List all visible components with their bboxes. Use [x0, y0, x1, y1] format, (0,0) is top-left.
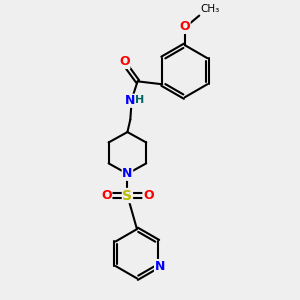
Text: O: O	[143, 189, 154, 202]
Text: O: O	[179, 20, 190, 33]
Text: N: N	[122, 167, 133, 180]
Text: O: O	[101, 189, 112, 202]
Text: O: O	[119, 56, 130, 68]
Text: N: N	[125, 94, 136, 107]
Text: N: N	[154, 260, 165, 273]
Text: CH₃: CH₃	[201, 4, 220, 14]
Text: S: S	[122, 188, 132, 203]
Text: H: H	[135, 95, 145, 106]
